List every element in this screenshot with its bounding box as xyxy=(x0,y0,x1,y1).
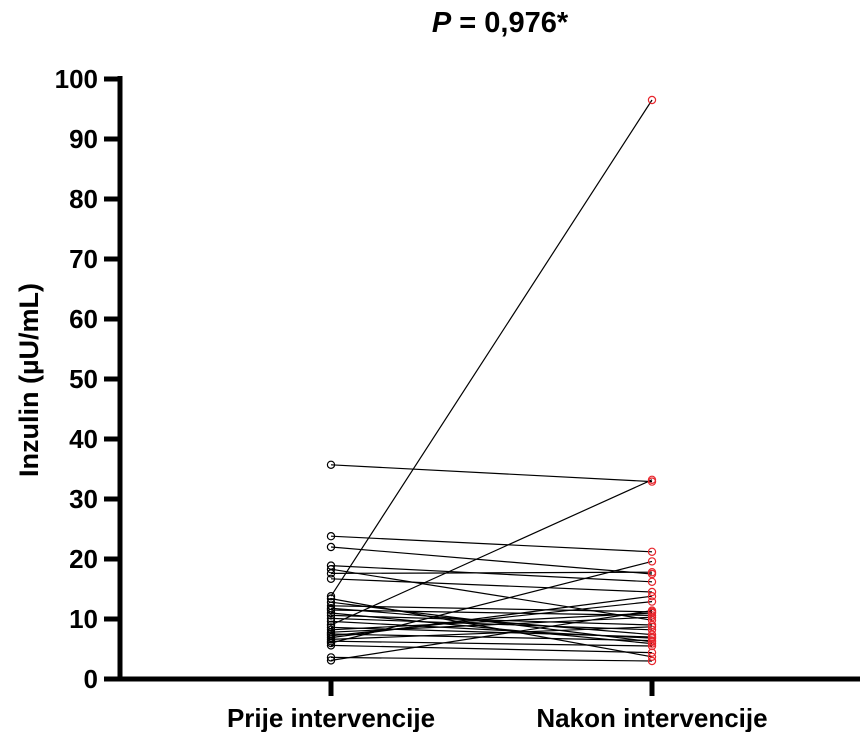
point-before xyxy=(326,653,336,662)
point-after xyxy=(647,606,657,615)
pair-line xyxy=(330,612,653,645)
point-after xyxy=(647,632,657,642)
point-before xyxy=(326,656,336,665)
point-before xyxy=(326,641,336,650)
point-before xyxy=(326,574,336,584)
pair-line xyxy=(330,464,653,483)
y-axis-label: Inzulin (µU/mL) xyxy=(14,283,44,477)
point-after xyxy=(647,95,657,105)
title-p-symbol: P xyxy=(432,7,452,39)
x-category-label: Prije intervencije xyxy=(227,703,435,732)
y-tick-label: 80 xyxy=(69,184,98,214)
chart-title: P = 0,976* xyxy=(432,7,569,39)
pair-line xyxy=(330,568,653,621)
y-tick-label: 100 xyxy=(55,64,98,94)
point-after xyxy=(647,630,657,639)
pair-line xyxy=(330,610,653,661)
pair-line xyxy=(330,633,653,642)
pair-line xyxy=(330,99,653,597)
x-categories: Prije intervencije Nakon intervencije xyxy=(227,679,768,732)
point-before xyxy=(326,460,336,469)
pair-line xyxy=(330,535,653,553)
pair-line xyxy=(330,546,653,575)
point-after xyxy=(647,641,657,651)
point-before xyxy=(326,542,336,552)
pair-lines xyxy=(330,99,653,662)
point-after xyxy=(647,656,657,666)
point-after xyxy=(647,587,657,597)
pair-line xyxy=(330,560,653,644)
point-before xyxy=(326,611,336,620)
y-tick-label: 40 xyxy=(69,424,98,454)
point-after xyxy=(647,608,657,618)
y-tick-label: 0 xyxy=(84,664,98,694)
point-after xyxy=(647,622,657,632)
point-after xyxy=(647,648,657,657)
pair-line xyxy=(330,565,653,583)
pair-line xyxy=(330,578,653,593)
pair-line xyxy=(330,605,653,613)
point-before xyxy=(326,592,336,601)
pair-line xyxy=(330,614,653,626)
title-value: = 0,976* xyxy=(451,7,569,39)
y-ticks: 0 10 20 30 40 50 60 70 80 90 100 xyxy=(55,64,120,694)
y-tick-label: 20 xyxy=(69,544,98,574)
pair-line xyxy=(330,626,653,640)
point-before xyxy=(326,532,336,541)
pair-line xyxy=(330,479,653,626)
point-before xyxy=(326,561,336,570)
point-after xyxy=(647,568,657,577)
point-before xyxy=(326,623,336,632)
pair-line xyxy=(330,612,653,631)
data-points xyxy=(326,95,657,666)
pair-line xyxy=(330,609,653,616)
point-before xyxy=(326,569,336,578)
pair-line xyxy=(330,595,653,639)
point-after xyxy=(647,577,657,587)
y-tick-label: 70 xyxy=(69,244,98,274)
pair-line xyxy=(330,571,653,575)
point-after xyxy=(647,636,657,645)
point-before xyxy=(326,605,336,615)
pair-line xyxy=(330,656,653,662)
point-before xyxy=(326,608,336,618)
point-before xyxy=(326,638,336,648)
point-after xyxy=(647,547,657,557)
y-tick-label: 10 xyxy=(69,604,98,634)
y-tick-label: 30 xyxy=(69,484,98,514)
pair-line xyxy=(330,640,653,647)
point-before xyxy=(326,617,336,626)
point-before xyxy=(326,614,336,623)
point-before xyxy=(326,565,336,574)
point-after xyxy=(647,597,657,606)
point-after xyxy=(647,557,657,566)
point-after xyxy=(647,475,657,484)
point-after xyxy=(647,652,657,662)
y-tick-label: 90 xyxy=(69,124,98,154)
pair-line xyxy=(330,644,653,654)
y-tick-label: 50 xyxy=(69,364,98,394)
y-tick-label: 60 xyxy=(69,304,98,334)
x-category-label: Nakon intervencije xyxy=(536,703,767,732)
point-after xyxy=(647,592,657,601)
